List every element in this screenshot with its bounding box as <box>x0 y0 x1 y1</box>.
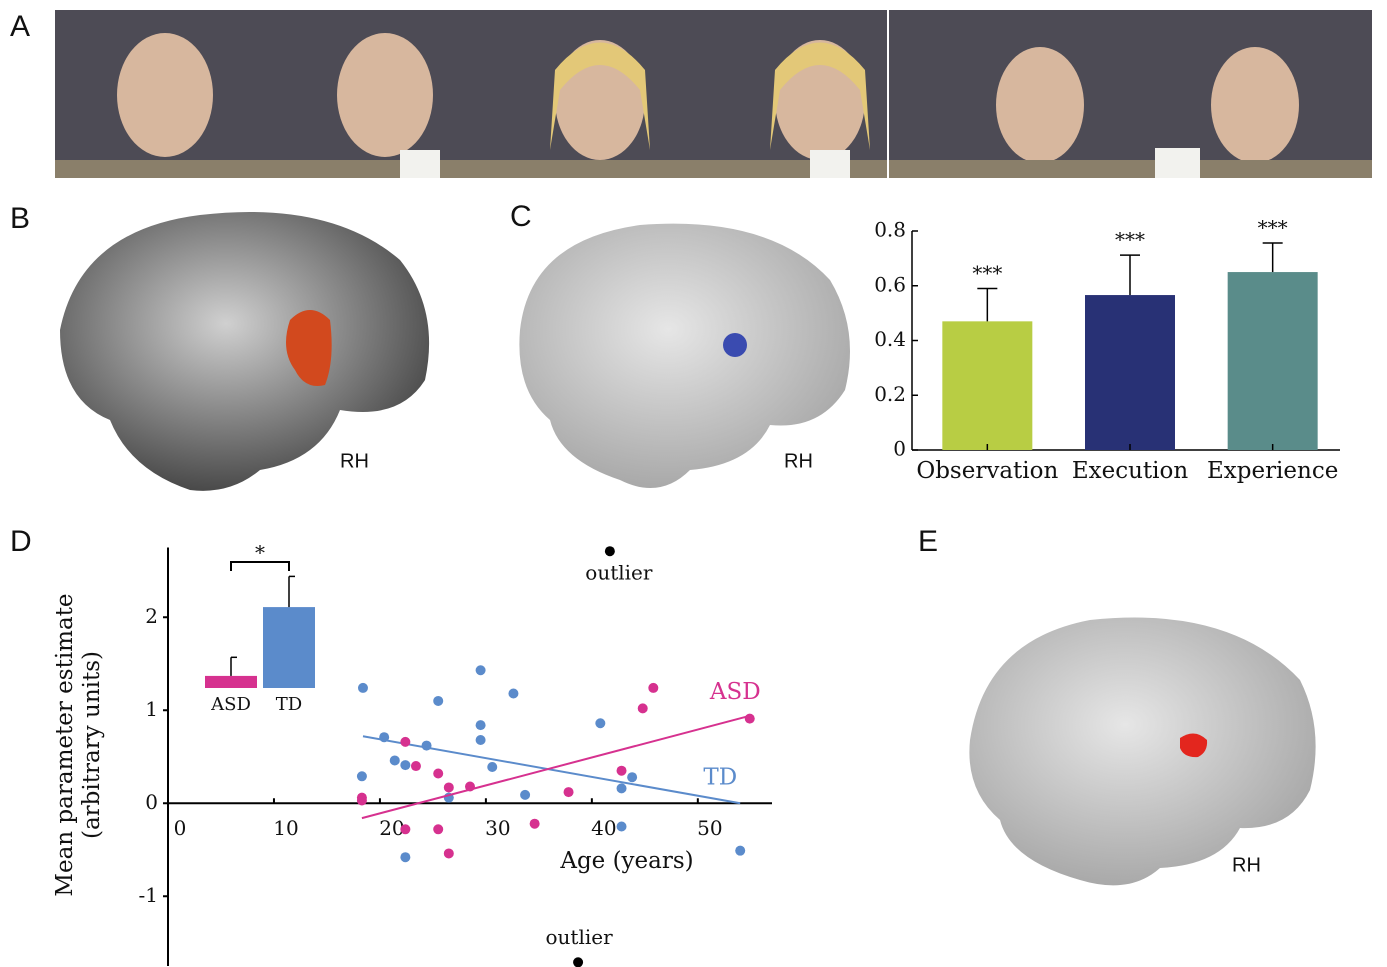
inset-label: ASD <box>210 694 251 715</box>
x-tick-label: 50 <box>697 816 722 840</box>
data-point <box>444 848 454 858</box>
data-point <box>400 852 410 862</box>
panel-label: A <box>10 10 30 43</box>
outlier-point <box>573 957 583 967</box>
panel-label: B <box>10 202 30 235</box>
data-point <box>648 683 658 693</box>
data-point <box>433 696 443 706</box>
photo-strip <box>55 10 1372 178</box>
inset-bar <box>205 676 257 688</box>
x-tick-label: Experience <box>1207 458 1338 484</box>
data-point <box>595 718 605 728</box>
data-point <box>617 766 627 776</box>
data-point <box>627 772 637 782</box>
significance: *** <box>1115 228 1145 252</box>
outlier-label: outlier <box>585 561 653 585</box>
legend-label: TD <box>703 764 737 790</box>
data-point <box>400 760 410 770</box>
data-point <box>564 787 574 797</box>
x-tick-label: 10 <box>273 816 298 840</box>
data-point <box>476 735 486 745</box>
panel-label: C <box>510 200 532 233</box>
y-tick-label: 1 <box>145 697 158 721</box>
y-tick-label: 0 <box>893 437 906 461</box>
hemisphere-label: RH <box>784 450 813 472</box>
y-axis-title: Mean parameter estimate <box>52 593 78 896</box>
significance: *** <box>972 261 1002 285</box>
y-tick-label: 0 <box>145 790 158 814</box>
bar <box>1228 272 1318 450</box>
bar <box>1085 295 1175 450</box>
significance: *** <box>1258 216 1288 240</box>
data-point <box>433 768 443 778</box>
outlier-label: outlier <box>546 925 614 949</box>
y-tick-label: 0.4 <box>874 327 906 351</box>
x-tick-label: 0 <box>174 816 187 840</box>
data-point <box>476 665 486 675</box>
data-point <box>617 822 627 832</box>
data-point <box>530 819 540 829</box>
brain-b <box>60 212 429 491</box>
figure: A B C D E RH RH RH 0 0.2 0.4 0.6 0.8 *** Obser… <box>0 0 1387 967</box>
data-point <box>444 782 454 792</box>
data-point <box>358 683 368 693</box>
x-tick-label: 30 <box>485 816 510 840</box>
data-point <box>400 737 410 747</box>
outlier-point <box>605 546 615 556</box>
panel-label: D <box>10 525 32 558</box>
data-point <box>390 755 400 765</box>
significance: * <box>255 541 265 565</box>
y-tick-label: 0.8 <box>874 218 906 242</box>
data-point <box>520 790 530 800</box>
data-point <box>508 689 518 699</box>
y-tick-label: 0.6 <box>874 272 906 296</box>
bar <box>942 321 1032 450</box>
y-tick-label: 0.2 <box>874 382 906 406</box>
brain-c <box>519 224 850 488</box>
data-point <box>617 783 627 793</box>
brain-e <box>969 618 1315 886</box>
x-tick-label: 40 <box>591 816 616 840</box>
data-point <box>433 824 443 834</box>
data-point <box>357 795 367 805</box>
data-point <box>487 762 497 772</box>
hemisphere-label: RH <box>340 450 369 472</box>
data-point <box>638 703 648 713</box>
data-point <box>735 846 745 856</box>
data-point <box>745 714 755 724</box>
data-point <box>357 771 367 781</box>
y-axis-title: (arbitrary units) <box>79 651 105 839</box>
x-axis-title: Age (years) <box>559 848 693 874</box>
inset-bar <box>263 607 315 688</box>
hemisphere-label: RH <box>1232 854 1261 876</box>
data-point <box>400 824 410 834</box>
fit-line <box>363 736 740 803</box>
data-point <box>476 720 486 730</box>
x-tick-label: Observation <box>916 458 1058 484</box>
data-point <box>411 761 421 771</box>
panel-label: E <box>918 525 938 558</box>
inset-label: TD <box>276 694 302 715</box>
y-tick-label: -1 <box>139 883 158 907</box>
legend-label: ASD <box>709 679 761 705</box>
x-tick-label: Execution <box>1072 458 1189 484</box>
y-tick-label: 2 <box>145 604 158 628</box>
